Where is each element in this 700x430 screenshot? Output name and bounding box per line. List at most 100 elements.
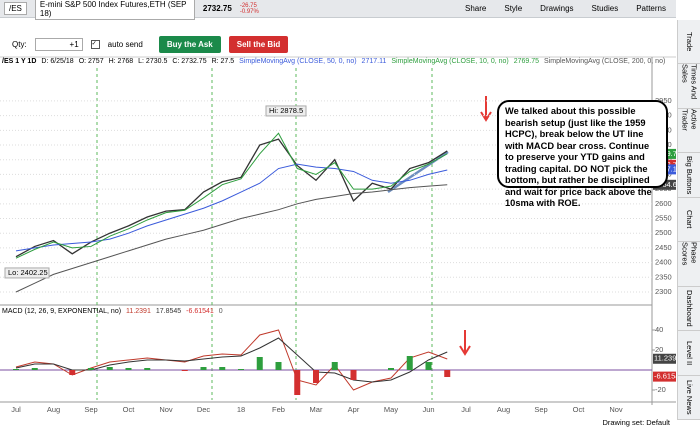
y-tick-label: 2300 (655, 287, 672, 296)
series-line (15, 337, 448, 383)
study-value: 2717.11 (361, 58, 387, 65)
histogram-bar (144, 368, 151, 370)
low-label: Lo: 2402.25 (8, 268, 48, 277)
histogram-bar (125, 368, 132, 370)
high-marker (265, 105, 307, 117)
x-tick-label: Oct (573, 405, 586, 414)
x-tick-label: Dec (197, 405, 211, 414)
y-tick-label: 2450 (655, 243, 672, 252)
arrow (480, 96, 492, 122)
x-tick-label: Nov (609, 405, 623, 414)
event-lines (96, 68, 433, 400)
histogram-bar (444, 370, 451, 377)
y-tick-label: 20 (655, 345, 663, 354)
toolbar-button[interactable]: Studies (591, 4, 619, 13)
macd-header: MACD (12, 26, 9, EXPONENTIAL, no) 11.239… (2, 308, 223, 315)
histogram-bar (256, 357, 263, 370)
side-tab[interactable]: Dashboard (678, 287, 700, 332)
symbol-box[interactable]: /ES (4, 2, 27, 15)
x-tick-label: Jul (461, 405, 471, 414)
side-tab[interactable]: Live News (678, 376, 700, 420)
y-tick-label: 2550 (655, 213, 672, 222)
macd-value: 11.2391 (126, 308, 151, 315)
x-tick-label: Oct (123, 405, 136, 414)
histogram-bar (331, 362, 338, 370)
x-tick-label: Nov (159, 405, 173, 414)
study-value: 2769.75 (513, 58, 540, 65)
histogram-bar (238, 369, 244, 370)
toolbar-button[interactable]: Patterns (636, 4, 666, 13)
histogram-bar (69, 370, 76, 375)
side-tab[interactable]: Level II (678, 331, 700, 376)
x-tick-label: Mar (310, 405, 323, 414)
x-tick-label: Jul (11, 405, 21, 414)
close: C: 2732.75 (172, 58, 207, 65)
y-tick-label: -20 (655, 385, 666, 394)
side-tab[interactable]: Active Trader (678, 109, 700, 154)
toolbar: /ES E-mini S&P 500 Index Futures,ETH (SE… (0, 0, 676, 20)
change-pct: -0.97% (239, 8, 259, 15)
price-tag (653, 353, 676, 364)
histogram-bar (425, 362, 432, 370)
side-tab[interactable]: Trade (678, 20, 700, 65)
side-tab[interactable]: Times And Sales (678, 64, 700, 109)
y-tick-label: 2500 (655, 228, 672, 237)
annotation: We talked about this possible bearish se… (497, 100, 668, 208)
x-tick-label: Feb (272, 405, 285, 414)
range: R: 27.5 (211, 58, 235, 65)
toolbar-button[interactable]: Drawings (540, 4, 574, 13)
series-line (15, 163, 448, 252)
y-tick-label: 2400 (655, 258, 672, 267)
series-line (15, 138, 448, 258)
high-label: Hi: 2878.5 (269, 106, 303, 115)
chart-header: /ES 1 Y 1D D: 6/25/18 O: 2757 H: 2768 L:… (2, 58, 665, 65)
histogram-bar (388, 368, 394, 370)
x-tick-label: Aug (497, 405, 510, 414)
y-tick-label: 2950 (655, 96, 672, 105)
qty-input[interactable]: +1 (34, 37, 83, 51)
auto-send: auto send (107, 39, 143, 49)
side-tab[interactable]: Phase Scores (678, 242, 700, 287)
change-abs: -26.75 (239, 2, 257, 9)
x-tick-label: Aug (47, 405, 60, 414)
study-name: SimpleMovingAvg (CLOSE, 10, 0, no) (391, 58, 509, 65)
chart-symbol: /ES 1 Y 1D (2, 58, 37, 65)
arrow (459, 330, 471, 356)
buy-button[interactable]: Buy the Ask (158, 35, 221, 53)
description: E-mini S&P 500 Index Futures,ETH (SEP 18… (34, 0, 195, 20)
toolbar-buttons: Share Style Drawings Studies Patterns (465, 4, 676, 13)
side-tab[interactable]: Big Buttons (678, 153, 700, 198)
change: -26.75 -0.97% (240, 3, 259, 15)
histogram-bar (200, 367, 207, 370)
macd-value: 0 (218, 308, 223, 315)
histogram-bar (275, 362, 282, 370)
study-name: SimpleMovingAvg (CLOSE, 200, 0, no) (544, 58, 666, 65)
price-tag-label: -6.6154 (654, 372, 676, 381)
x-tick-label: May (384, 405, 398, 414)
checkbox[interactable]: ✓ (90, 39, 100, 49)
y-tick-label: 2350 (655, 272, 672, 281)
sell-button[interactable]: Sell the Bid (228, 35, 289, 53)
series-line (15, 184, 448, 293)
x-tick-label: Sep (534, 405, 547, 414)
side-tab[interactable]: Chart (678, 198, 700, 243)
histogram-bar (294, 370, 301, 395)
low: L: 2730.5 (138, 58, 168, 65)
study-name: SimpleMovingAvg (CLOSE, 50, 0, no) (239, 58, 357, 65)
histogram-bar (406, 356, 413, 370)
toolbar-button[interactable]: Style (504, 4, 523, 13)
price: 2732.75 (202, 4, 232, 13)
y-tick-label: 2600 (655, 199, 672, 208)
series-line (15, 132, 448, 259)
x-tick-label: Jun (422, 405, 434, 414)
y-tick-label: 40 (655, 325, 663, 334)
histogram-bar (31, 368, 38, 370)
histogram-bar (350, 370, 357, 380)
histogram-bar (181, 370, 188, 371)
histogram-bar (219, 367, 226, 370)
histogram-bar (106, 367, 113, 370)
toolbar-button[interactable]: Share (465, 4, 487, 13)
histogram-bar (88, 368, 94, 370)
footer: Drawing set: Default (602, 418, 670, 427)
x-tick-label: Apr (348, 405, 360, 414)
